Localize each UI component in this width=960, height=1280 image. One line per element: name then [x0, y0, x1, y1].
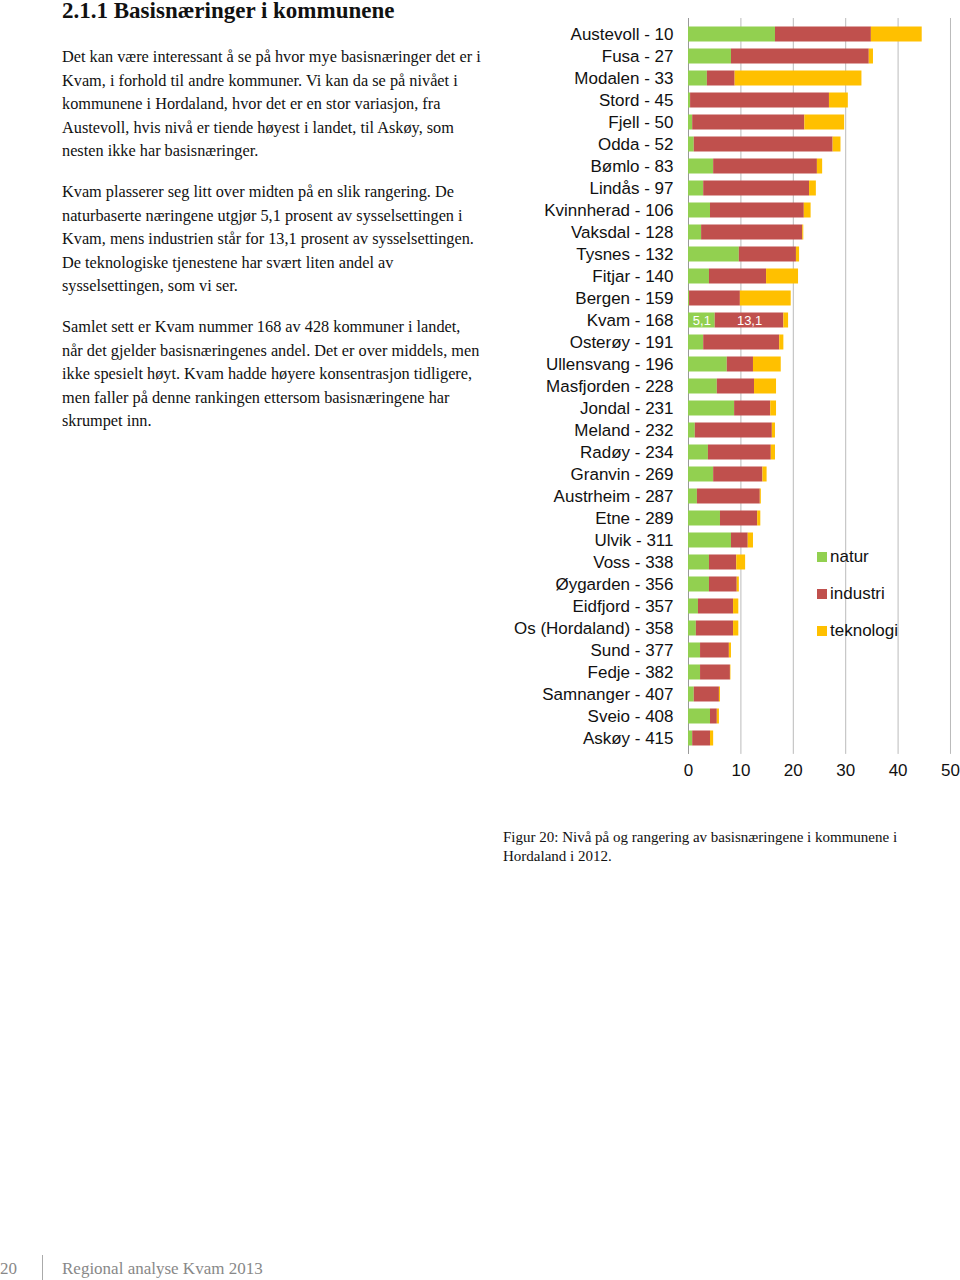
svg-text:Kvinnherad - 106: Kvinnherad - 106: [544, 201, 673, 220]
svg-text:Etne - 289: Etne - 289: [595, 509, 673, 528]
svg-text:Tysnes - 132: Tysnes - 132: [576, 245, 673, 264]
svg-text:Lindås - 97: Lindås - 97: [589, 179, 673, 198]
html-text:teknologi: teknologi: [830, 620, 899, 640]
html-text:20: 20: [0, 1259, 17, 1278]
svg-text:Osterøy - 191: Osterøy - 191: [570, 333, 674, 352]
svg-text:50: 50: [941, 761, 960, 780]
svg-text:Os (Hordaland) - 358: Os (Hordaland) - 358: [514, 619, 674, 638]
html-text:Kvam plasserer seg litt over m: Kvam plasserer seg litt over midten på e…: [62, 182, 474, 296]
svg-text:Granvin - 269: Granvin - 269: [571, 465, 674, 484]
svg-text:30: 30: [836, 761, 855, 780]
svg-text:Fitjar - 140: Fitjar - 140: [592, 267, 673, 286]
svg-text:Ulvik - 311: Ulvik - 311: [595, 531, 674, 550]
svg-text:Sveio - 408: Sveio - 408: [588, 707, 674, 726]
svg-text:Kvam - 168: Kvam - 168: [587, 311, 674, 330]
svg-text:5,1: 5,1: [693, 313, 711, 328]
svg-text:Austrheim - 287: Austrheim - 287: [554, 487, 674, 506]
svg-text:Modalen - 33: Modalen - 33: [574, 69, 673, 88]
svg-text:Jondal - 231: Jondal - 231: [580, 399, 673, 418]
svg-text:Bergen - 159: Bergen - 159: [575, 289, 673, 308]
svg-text:13,1: 13,1: [737, 313, 762, 328]
svg-text:Samnanger - 407: Samnanger - 407: [542, 685, 673, 704]
html-text:Figur 20: Nivå på og rangering: Figur 20: Nivå på og rangering av basisn…: [503, 829, 898, 864]
svg-text:0: 0: [684, 761, 693, 780]
html-text:Samlet sett er Kvam nummer 168: Samlet sett er Kvam nummer 168 av 428 ko…: [62, 316, 480, 431]
html-text:Regional analyse Kvam 2013: Regional analyse Kvam 2013: [62, 1259, 263, 1278]
svg-text:Bømlo - 83: Bømlo - 83: [590, 157, 673, 176]
svg-text:20: 20: [784, 761, 803, 780]
html-text:Det kan være interessant å se: Det kan være interessant å se på hvor my…: [62, 47, 481, 161]
html-text:industri: industri: [830, 583, 885, 603]
svg-text:Fusa - 27: Fusa - 27: [602, 47, 674, 66]
svg-text:Masfjorden - 228: Masfjorden - 228: [546, 377, 673, 396]
svg-text:40: 40: [889, 761, 908, 780]
svg-text:Stord - 45: Stord - 45: [599, 91, 674, 110]
svg-text:10: 10: [731, 761, 750, 780]
html-text:natur: natur: [830, 546, 869, 566]
svg-text:Askøy - 415: Askøy - 415: [583, 729, 674, 748]
svg-text:Fedje - 382: Fedje - 382: [588, 663, 674, 682]
svg-text:Meland - 232: Meland - 232: [574, 421, 673, 440]
svg-text:Radøy - 234: Radøy - 234: [580, 443, 673, 462]
svg-text:Voss - 338: Voss - 338: [593, 553, 673, 572]
svg-text:Vaksdal - 128: Vaksdal - 128: [571, 223, 674, 242]
svg-text:Sund - 377: Sund - 377: [590, 641, 673, 660]
svg-text:Odda - 52: Odda - 52: [598, 135, 674, 154]
svg-text:Eidfjord - 357: Eidfjord - 357: [572, 597, 673, 616]
svg-text:Ullensvang - 196: Ullensvang - 196: [546, 355, 673, 374]
svg-text:Austevoll - 10: Austevoll - 10: [571, 25, 674, 44]
svg-text:Fjell - 50: Fjell - 50: [608, 113, 673, 132]
svg-text:Øygarden - 356: Øygarden - 356: [555, 575, 673, 594]
